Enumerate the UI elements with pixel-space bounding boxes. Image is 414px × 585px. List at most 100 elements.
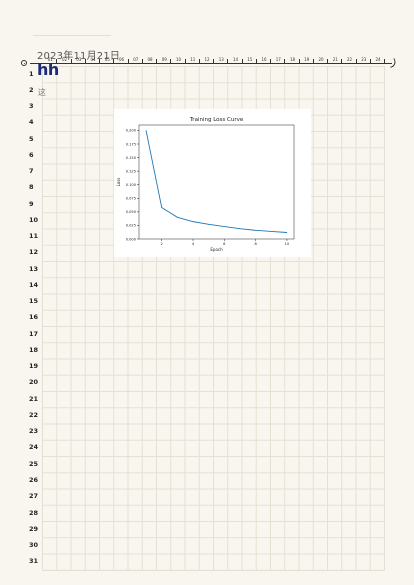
row-number: 16	[29, 313, 39, 322]
ruler-end-marker[interactable]	[387, 58, 398, 68]
ruler-hour-label: 01	[47, 57, 53, 62]
ruler-tick	[312, 59, 314, 63]
ruler-hour-label: 18	[289, 57, 296, 62]
ruler-tick	[327, 59, 328, 63]
row-number: 25	[29, 459, 39, 468]
pasted-chart-image[interactable]: Training Loss Curve Epoch Loss 0.000 0.025 0.…	[114, 109, 311, 257]
ruler-hour-label: 21	[332, 57, 338, 62]
row-number: 11	[29, 232, 39, 241]
top-divider	[33, 35, 111, 36]
ruler-hour-label: 17	[275, 57, 281, 62]
row-number: 19	[29, 362, 39, 371]
ruler-hour-label: 07	[133, 57, 139, 62]
ruler-tick	[355, 59, 357, 63]
ruler-hour-label: 15	[247, 57, 253, 62]
row-number: 9	[29, 199, 34, 208]
ruler-hour-label: 04	[90, 57, 96, 62]
x-tick-label: 10	[285, 242, 290, 246]
y-tick-label: 0.025	[126, 224, 136, 228]
page-date: 2023年11月21日	[37, 51, 121, 62]
ruler-tick	[127, 59, 129, 63]
loss-data-point	[192, 221, 194, 222]
ruler-hour-label: 16	[261, 57, 267, 62]
x-tick-label: 6	[223, 242, 226, 246]
row-number: 5	[29, 134, 34, 143]
ruler-hour-label: 23	[361, 57, 367, 62]
ruler-hour-label: 02	[61, 57, 68, 62]
ruler-tick	[99, 59, 100, 63]
ruler-tick	[284, 59, 286, 63]
handwriting-text-2[interactable]: 这	[38, 88, 46, 97]
y-axis-label: Loss	[116, 178, 121, 187]
x-tick-label: 4	[192, 242, 195, 246]
ruler-tick	[141, 59, 143, 63]
ruler-hour-label: 09	[161, 57, 167, 62]
ruler-tick	[384, 59, 385, 63]
ruler-hour-label: 10	[175, 57, 182, 62]
y-tick-label: 0.150	[126, 156, 137, 160]
row-number: 8	[29, 183, 34, 192]
loss-data-point	[161, 207, 163, 208]
ruler-hour-label: 14	[232, 57, 239, 62]
loss-data-point	[286, 232, 288, 233]
y-tick-label: 0.175	[126, 142, 136, 146]
row-number: 26	[29, 476, 39, 484]
ruler-hour-label: 19	[304, 57, 310, 62]
loss-data-point	[224, 226, 225, 227]
row-number: 6	[29, 150, 34, 159]
row-number: 1	[29, 69, 34, 78]
ruler-hour-label: 03	[76, 57, 82, 62]
row-number: 27	[29, 492, 39, 501]
ruler-tick	[70, 59, 72, 63]
y-tick-label: 0.050	[126, 210, 137, 214]
y-tick-label: 0.125	[126, 169, 136, 173]
ruler-tick	[255, 59, 257, 63]
loss-data-point	[208, 224, 209, 225]
ruler-tick	[198, 59, 200, 63]
ruler-tick	[156, 59, 157, 63]
ruler-hour-label: 24	[375, 57, 381, 62]
y-tick-label: 0.200	[126, 129, 137, 133]
handwriting-text[interactable]: hh	[37, 60, 59, 79]
ruler-hour-label: 20	[318, 57, 324, 62]
ruler-hour-label: 06	[118, 57, 125, 62]
ruler-tick	[298, 59, 300, 63]
loss-data-point	[239, 228, 241, 229]
row-number: 14	[29, 280, 39, 289]
row-number: 15	[29, 297, 39, 306]
ruler-tick	[170, 59, 172, 63]
ruler-start-marker[interactable]	[21, 60, 27, 66]
loss-data-point	[255, 230, 256, 231]
loss-chart: Training Loss Curve Epoch Loss 0.000 0.025 0.…	[116, 117, 295, 252]
row-number: 4	[29, 118, 34, 127]
loss-data-point	[270, 231, 272, 232]
row-number: 17	[29, 329, 39, 338]
ruler-hour-label: 11	[190, 57, 196, 62]
row-number: 21	[29, 394, 39, 403]
row-number: 24	[29, 443, 39, 452]
ruler-hour-label: 13	[218, 57, 224, 62]
ruler-tick	[184, 59, 186, 63]
ruler-hour-label: 22	[346, 57, 353, 62]
ruler-hour-label: 12	[204, 57, 210, 62]
row-number: 31	[29, 557, 39, 566]
loss-data-point	[145, 130, 147, 131]
x-tick-label: 2	[161, 242, 163, 246]
row-number: 10	[29, 215, 39, 224]
row-number: 3	[29, 102, 34, 111]
row-number: 28	[29, 508, 39, 517]
x-tick-label: 8	[254, 242, 257, 246]
ruler-tick	[113, 59, 115, 63]
ruler-tick	[270, 59, 271, 63]
row-number: 23	[29, 427, 39, 436]
ruler-tick	[241, 59, 243, 63]
row-number: 29	[29, 524, 39, 533]
ruler-tick	[341, 59, 343, 63]
chart-title: Training Loss Curve	[189, 117, 244, 123]
y-tick-label: 0.100	[126, 183, 137, 187]
row-number: 20	[29, 378, 39, 387]
row-number: 18	[29, 345, 39, 354]
plot-frame	[138, 124, 295, 240]
row-number: 13	[29, 264, 39, 273]
ruler-tick	[213, 59, 214, 63]
